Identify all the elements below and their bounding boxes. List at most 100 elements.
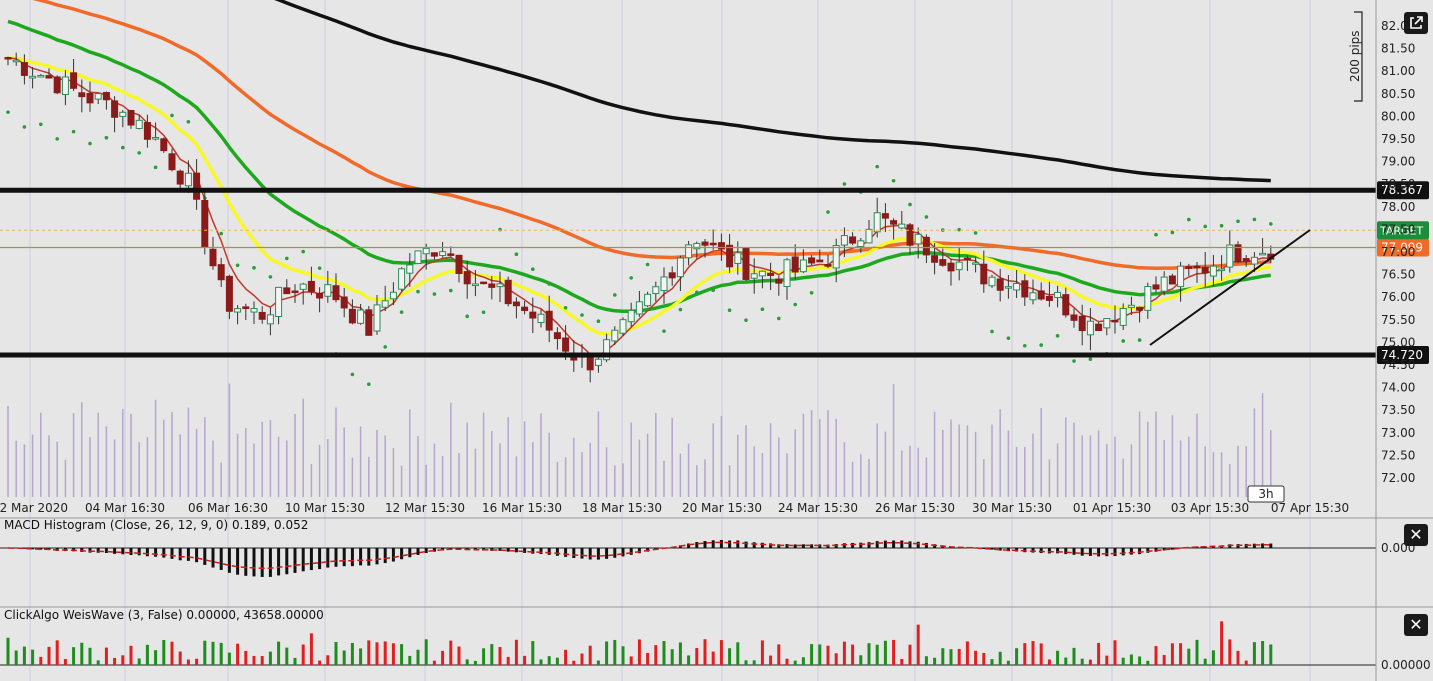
candle-body: [20, 62, 28, 76]
x-tick-label: 02 Mar 2020: [0, 501, 68, 515]
sar-dot: [875, 164, 879, 169]
y-tick-label: 75.50: [1381, 313, 1415, 327]
candle-body: [734, 252, 742, 264]
candle-body: [808, 257, 816, 264]
candle-body: [1037, 290, 1045, 300]
candle-body: [1177, 265, 1185, 288]
candle-body: [414, 250, 422, 265]
candle-body: [881, 213, 889, 219]
candle-body: [504, 279, 512, 305]
weis-close-button[interactable]: ✕: [1404, 614, 1428, 636]
candle-body: [365, 309, 373, 336]
candle-body: [242, 306, 250, 309]
sar-dot: [563, 305, 568, 310]
candle-body: [373, 304, 381, 332]
candle-body: [127, 109, 135, 126]
ma-black-line: [274, 0, 1271, 183]
y-tick-label: 75.00: [1381, 335, 1415, 349]
level-label: 74.720: [1381, 348, 1423, 362]
candle-body: [955, 261, 963, 271]
candle-body: [1119, 307, 1127, 326]
candle-body: [1062, 294, 1070, 316]
candle-body: [217, 264, 225, 281]
candle-body: [685, 244, 693, 259]
popout-button[interactable]: [1404, 12, 1428, 34]
weis-zero-label: 0.00000: [1381, 658, 1431, 672]
candle-body: [266, 314, 274, 325]
candle-body: [234, 308, 242, 313]
candle-body: [890, 220, 898, 225]
sar-dot: [908, 202, 912, 207]
x-tick-label: 18 Mar 15:30: [582, 501, 662, 515]
candle-body: [709, 242, 717, 246]
candle-body: [381, 300, 389, 308]
weis-title: ClickAlgo WeisWave (3, False) 0.00000, 4…: [4, 608, 324, 622]
x-tick-label: 04 Mar 16:30: [85, 501, 165, 515]
sar-dot: [1072, 359, 1076, 363]
candle-body: [849, 236, 857, 244]
candle-body: [1242, 258, 1250, 262]
candle-body: [988, 276, 996, 287]
sar-dot: [219, 231, 223, 236]
sar-dot: [973, 231, 978, 235]
sar-dot: [449, 288, 453, 293]
target-tag: [1377, 221, 1429, 240]
x-tick-label: 12 Mar 15:30: [385, 501, 465, 515]
sar-dot: [1170, 230, 1175, 235]
candle-body: [225, 275, 233, 312]
macd-close-button[interactable]: ✕: [1404, 524, 1428, 546]
candle-body: [840, 235, 848, 246]
candle-body: [307, 280, 315, 293]
candle-body: [873, 212, 881, 233]
sar-dot: [809, 291, 814, 295]
candle-body: [660, 276, 668, 292]
sar-dot: [432, 292, 437, 296]
sar-dot: [1088, 357, 1093, 362]
sar-dot: [55, 137, 59, 141]
sar-dot: [1236, 219, 1240, 224]
y-tick-label: 74.00: [1381, 381, 1415, 395]
x-tick-label: 24 Mar 15:30: [778, 501, 858, 515]
pips-label: 200 pips: [1348, 30, 1362, 82]
candle-body: [45, 75, 53, 79]
candle-body: [644, 293, 652, 307]
candle-body: [906, 224, 914, 246]
candle-body: [398, 268, 406, 290]
sar-dot: [727, 308, 732, 313]
candle-body: [357, 309, 365, 324]
sar-dot: [465, 314, 470, 319]
candle-body: [1095, 323, 1103, 331]
candle-body: [439, 251, 447, 257]
candle-body: [799, 259, 807, 273]
sar-dot: [1137, 338, 1142, 342]
timeframe-box: [1247, 485, 1285, 503]
candle-body: [463, 271, 471, 285]
candle-body: [291, 290, 299, 294]
sar-dot: [71, 129, 76, 134]
candle-body: [111, 100, 119, 118]
candle-body: [1152, 284, 1160, 290]
candle-body: [275, 286, 283, 317]
sar-dot: [22, 125, 27, 129]
candle-body: [767, 272, 775, 276]
level-tag: [1377, 238, 1429, 257]
candle-body: [1218, 268, 1226, 272]
candle-body: [168, 153, 176, 171]
timeframe-label: 3h: [1258, 487, 1273, 501]
y-tick-label: 79.00: [1381, 155, 1415, 169]
y-tick-label: 76.00: [1381, 290, 1415, 304]
candle-body: [717, 242, 725, 250]
sar-dot: [481, 310, 486, 315]
candle-body: [86, 92, 94, 104]
y-tick-label: 80.50: [1381, 87, 1415, 101]
candle-body: [857, 240, 865, 248]
sar-dot: [416, 289, 420, 294]
candle-body: [701, 241, 709, 246]
candle-body: [78, 92, 86, 98]
candle-body: [480, 281, 488, 285]
candle-body: [430, 252, 438, 257]
candle-body: [94, 93, 102, 100]
candle-body: [37, 74, 45, 78]
candle-body: [12, 59, 20, 63]
